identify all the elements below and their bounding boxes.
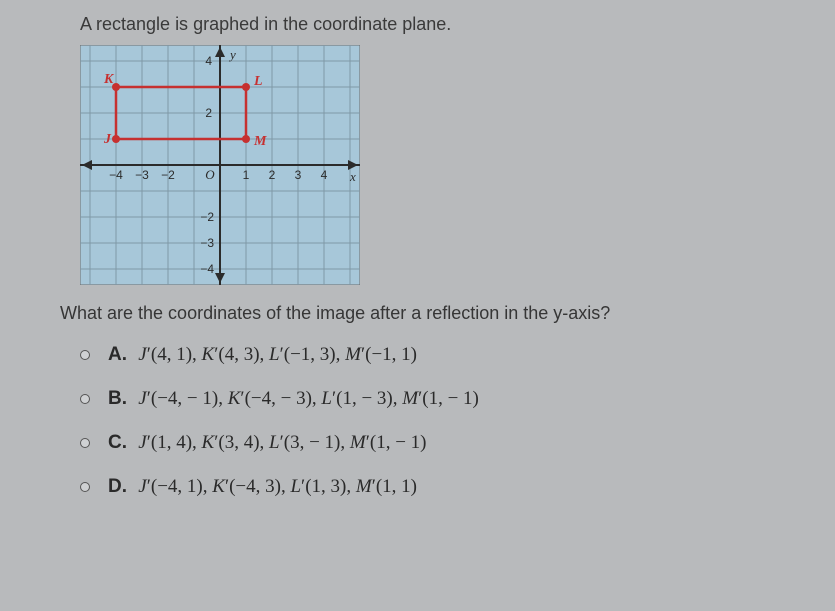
svg-text:K: K [103,72,115,87]
svg-text:1: 1 [243,168,250,182]
svg-text:−2: −2 [200,210,214,224]
radio-icon[interactable] [80,394,90,404]
choice-a-letter: A. [108,344,127,365]
choice-b-content: B. J′(−4, − 1), K′(−4, − 3), L′(1, − 3),… [108,388,479,410]
svg-text:2: 2 [269,168,276,182]
answer-choices: A. J′(4, 1), K′(4, 3), L′(−1, 3), M′(−1,… [20,344,815,498]
choice-d[interactable]: D. J′(−4, 1), K′(−4, 3), L′(1, 3), M′(1,… [80,476,815,498]
radio-icon[interactable] [80,350,90,360]
svg-text:−3: −3 [200,236,214,250]
graph-container: −4 −3 −2 1 2 3 4 2 4 −2 −3 −4 Ox y K L J M [20,45,815,285]
choice-b-math: J′(−4, − 1), K′(−4, − 3), L′(1, − 3), M′… [138,388,479,409]
svg-text:L: L [253,74,263,89]
choice-b[interactable]: B. J′(−4, − 1), K′(−4, − 3), L′(1, − 3),… [80,388,815,410]
svg-text:2: 2 [205,106,212,120]
choice-d-content: D. J′(−4, 1), K′(−4, 3), L′(1, 3), M′(1,… [108,476,417,498]
choice-d-math: J′(−4, 1), K′(−4, 3), L′(1, 3), M′(1, 1) [138,476,417,497]
svg-text:−4: −4 [109,168,123,182]
choice-a-content: A. J′(4, 1), K′(4, 3), L′(−1, 3), M′(−1,… [108,344,417,366]
coordinate-graph: −4 −3 −2 1 2 3 4 2 4 −2 −3 −4 Ox y K L J M [80,45,360,285]
question-label: What are the coordinates of the image af… [60,303,610,323]
question-text: What are the coordinates of the image af… [20,303,815,324]
choice-c-content: C. J′(1, 4), K′(3, 4), L′(3, − 1), M′(1,… [108,432,427,454]
choice-a-math: J′(4, 1), K′(4, 3), L′(−1, 3), M′(−1, 1) [138,344,417,365]
svg-text:−3: −3 [135,168,149,182]
svg-text:−4: −4 [200,262,214,276]
svg-text:4: 4 [321,168,328,182]
svg-text:O: O [205,167,215,182]
svg-text:x: x [349,169,356,184]
svg-text:4: 4 [205,54,212,68]
choice-b-letter: B. [108,388,127,409]
svg-text:y: y [228,47,236,62]
choice-c-letter: C. [108,432,127,453]
choice-d-letter: D. [108,476,127,497]
radio-icon[interactable] [80,482,90,492]
choice-c[interactable]: C. J′(1, 4), K′(3, 4), L′(3, − 1), M′(1,… [80,432,815,454]
radio-icon[interactable] [80,438,90,448]
prompt-text: A rectangle is graphed in the coordinate… [20,14,815,35]
svg-text:3: 3 [295,168,302,182]
choice-a[interactable]: A. J′(4, 1), K′(4, 3), L′(−1, 3), M′(−1,… [80,344,815,366]
svg-text:M: M [253,134,267,149]
choice-c-math: J′(1, 4), K′(3, 4), L′(3, − 1), M′(1, − … [138,432,426,453]
svg-text:−2: −2 [161,168,175,182]
svg-text:J: J [103,132,112,147]
